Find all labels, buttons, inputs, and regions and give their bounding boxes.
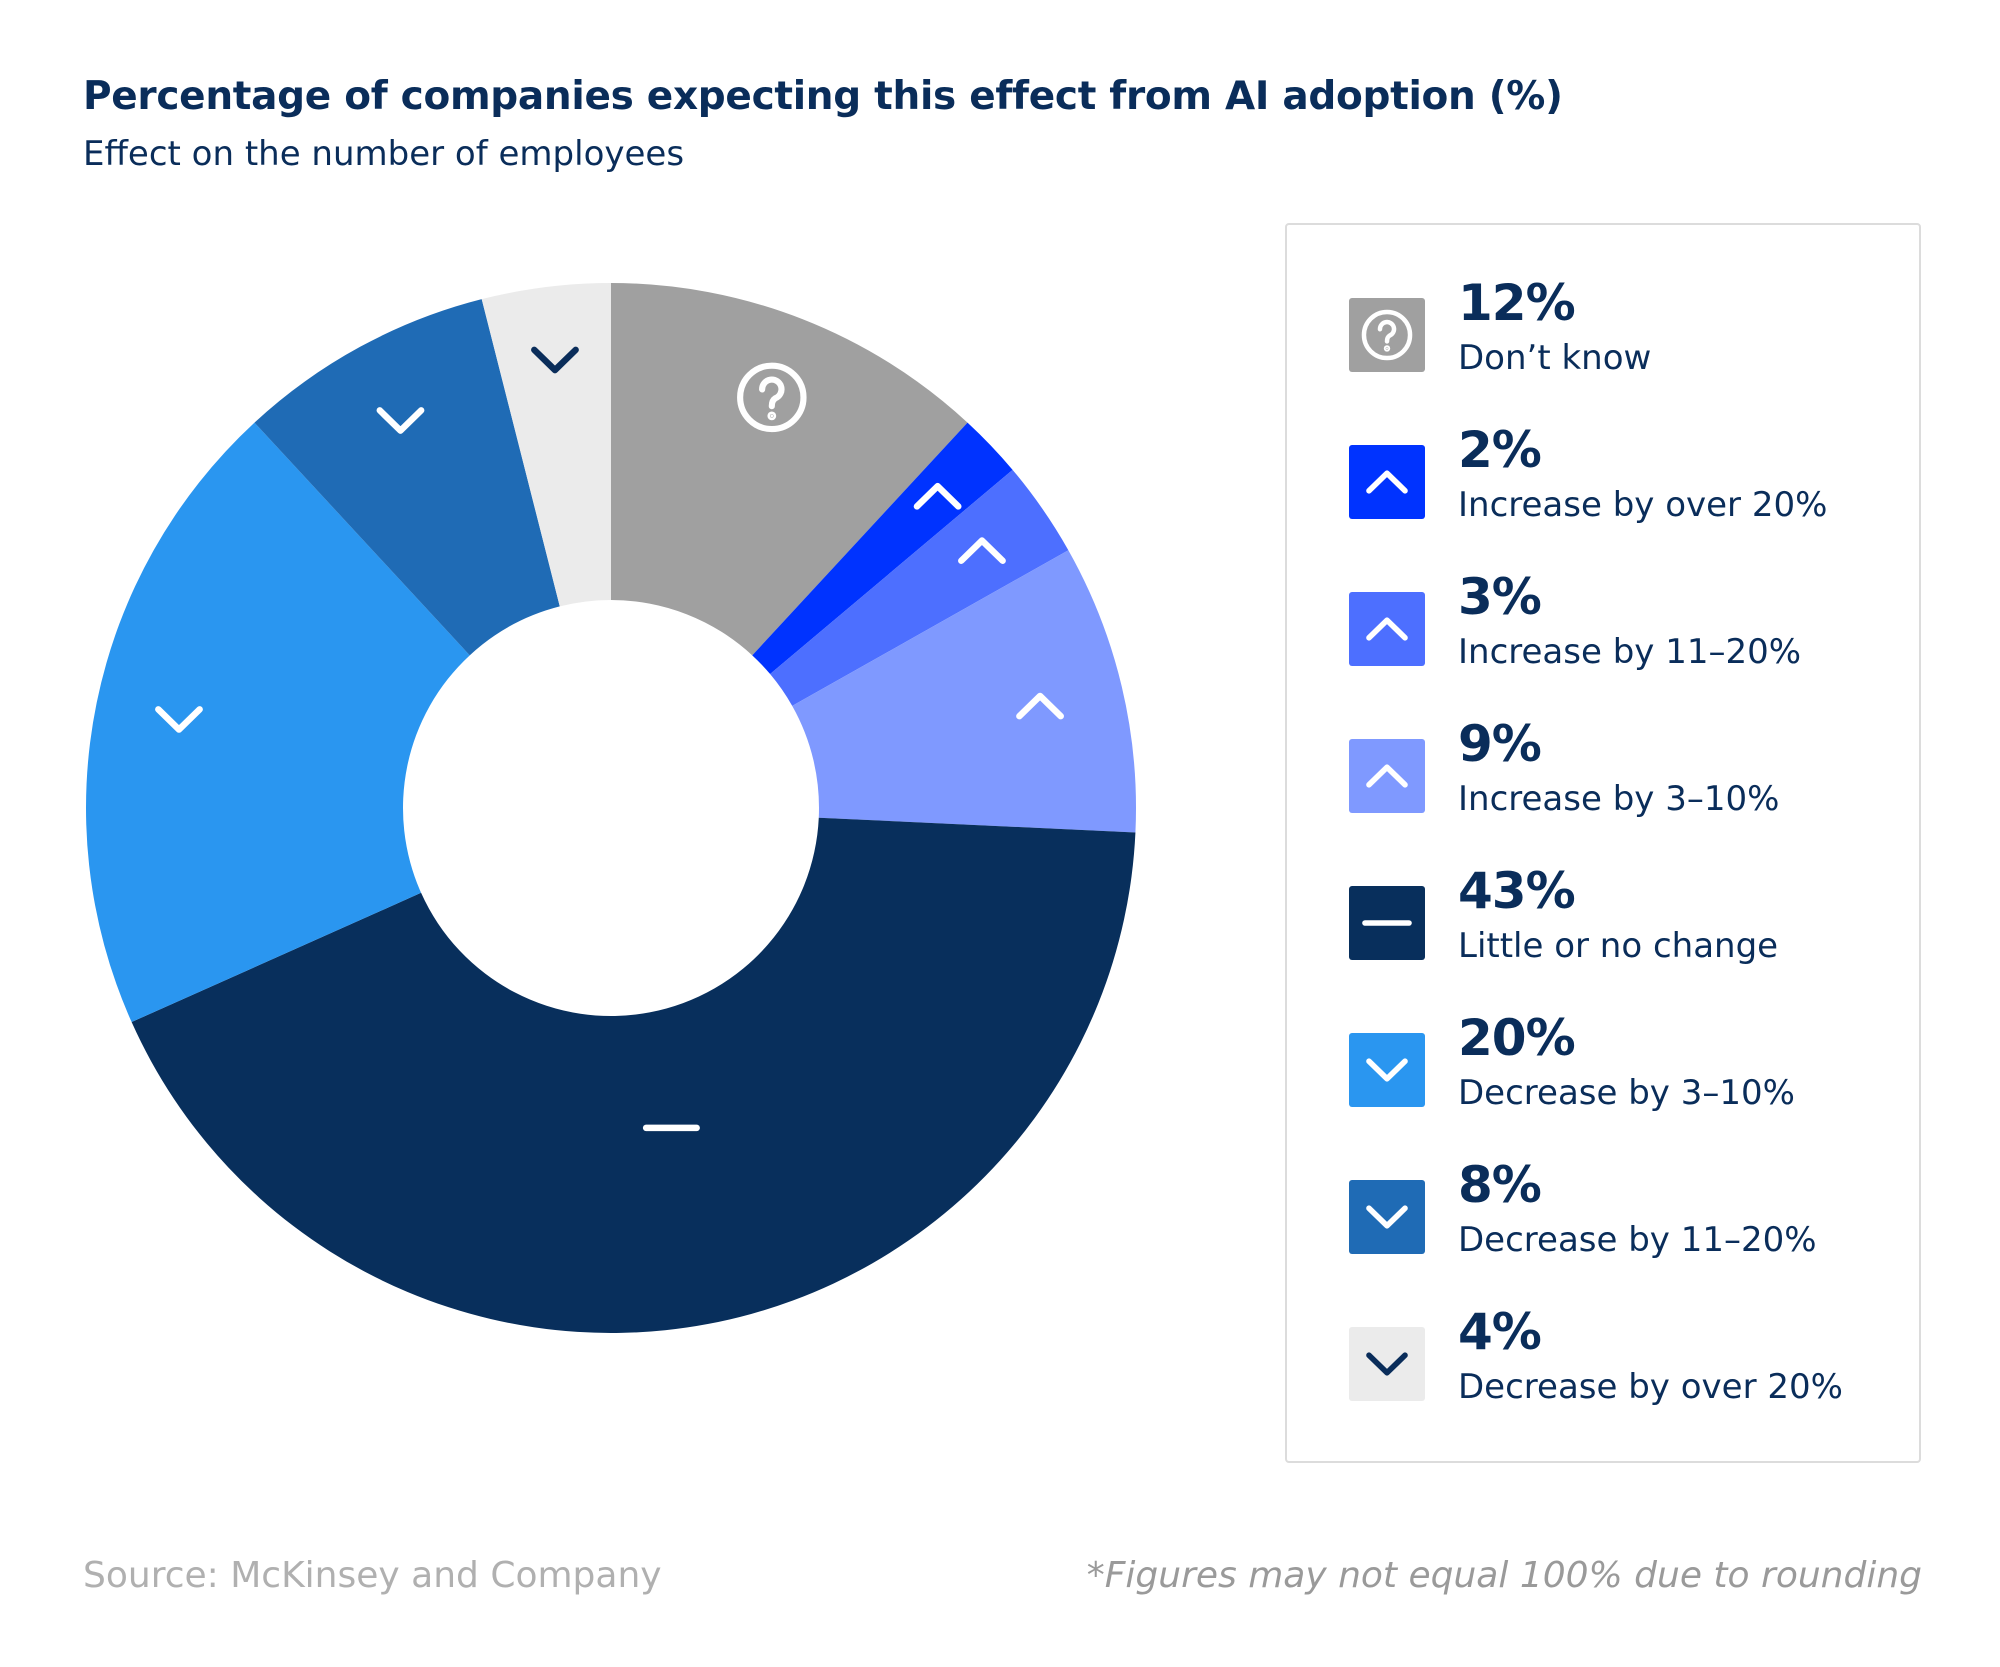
question-icon <box>1361 309 1413 361</box>
legend-item: 20% Decrease by 3–10% <box>1349 1009 1909 1135</box>
legend-item: 8% Decrease by 11–20% <box>1349 1156 1909 1282</box>
legend-percent: 12% <box>1458 274 1576 332</box>
legend: 12% Don’t know 2% Increase by over 20% 3% Inc… <box>1285 223 1921 1463</box>
chart-subtitle: Effect on the number of employees <box>83 134 685 174</box>
donut-slice-6 <box>254 299 560 656</box>
legend-label: Decrease by 3–10% <box>1458 1073 1795 1113</box>
legend-item: 43% Little or no change <box>1349 862 1909 988</box>
legend-item: 2% Increase by over 20% <box>1349 421 1909 547</box>
legend-item: 12% Don’t know <box>1349 274 1909 400</box>
chevron-down-icon <box>376 407 425 434</box>
legend-percent: 2% <box>1458 421 1542 479</box>
chevron-up-icon <box>913 482 962 510</box>
legend-percent: 43% <box>1458 862 1576 920</box>
legend-label: Decrease by over 20% <box>1458 1367 1843 1407</box>
legend-swatch <box>1349 592 1425 666</box>
donut-slice-1 <box>752 422 1013 675</box>
chevron-down-icon <box>155 706 203 733</box>
chevron-down-icon <box>531 346 579 374</box>
legend-item: 3% Increase by 11–20% <box>1349 568 1909 694</box>
chart-title: Percentage of companies expecting this e… <box>83 74 1563 119</box>
legend-swatch <box>1349 298 1425 372</box>
legend-percent: 4% <box>1458 1303 1542 1361</box>
chevron-up-icon <box>1366 617 1408 641</box>
donut-slice-5 <box>85 422 470 1023</box>
legend-swatch <box>1349 445 1425 519</box>
rounding-note: *Figures may not equal 100% due to round… <box>1086 1555 1922 1596</box>
legend-swatch <box>1349 1033 1425 1107</box>
chevron-up-icon <box>1016 692 1064 720</box>
donut-slice-2 <box>770 469 1069 706</box>
donut-slice-3 <box>792 550 1136 833</box>
legend-swatch <box>1349 1327 1425 1401</box>
legend-label: Don’t know <box>1458 338 1652 378</box>
legend-label: Increase by over 20% <box>1458 485 1828 525</box>
donut-slice-7 <box>481 283 611 607</box>
legend-percent: 20% <box>1458 1009 1576 1067</box>
legend-percent: 3% <box>1458 568 1542 626</box>
legend-swatch <box>1349 886 1425 960</box>
chevron-up-icon <box>958 537 1006 564</box>
source-note: Source: McKinsey and Company <box>83 1555 662 1596</box>
question-icon <box>737 362 807 433</box>
legend-label: Decrease by 11–20% <box>1458 1220 1817 1260</box>
chevron-down-icon <box>1366 1352 1408 1376</box>
donut-chart <box>85 283 1136 1334</box>
donut-slice-4 <box>131 817 1136 1334</box>
chevron-up-icon <box>1366 764 1408 788</box>
chevron-down-icon <box>1366 1205 1408 1229</box>
legend-item: 4% Decrease by over 20% <box>1349 1303 1909 1429</box>
legend-swatch <box>1349 1180 1425 1254</box>
legend-percent: 8% <box>1458 1156 1542 1214</box>
legend-label: Increase by 3–10% <box>1458 779 1780 819</box>
legend-swatch <box>1349 739 1425 813</box>
chevron-up-icon <box>1366 470 1408 494</box>
legend-label: Increase by 11–20% <box>1458 632 1802 672</box>
legend-percent: 9% <box>1458 715 1542 773</box>
donut-slice-0 <box>611 283 968 656</box>
chevron-down-icon <box>1366 1058 1408 1082</box>
legend-label: Little or no change <box>1458 926 1779 966</box>
legend-item: 9% Increase by 3–10% <box>1349 715 1909 841</box>
